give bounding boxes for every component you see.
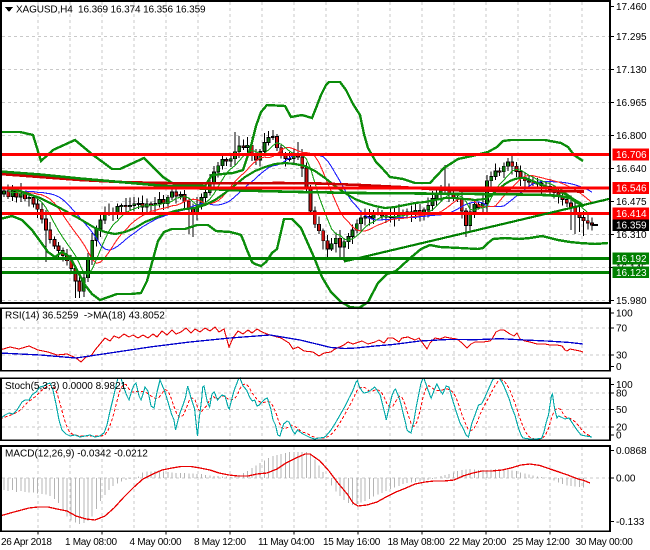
svg-text:25 May 12:00: 25 May 12:00	[513, 537, 571, 548]
svg-text:15 May 16:00: 15 May 16:00	[323, 537, 381, 548]
svg-text:17.460: 17.460	[616, 2, 647, 13]
svg-text:20: 20	[616, 423, 628, 434]
svg-text:22 May 20:00: 22 May 20:00	[449, 537, 507, 548]
svg-text:0: 0	[616, 362, 622, 373]
svg-text:16.475: 16.475	[616, 197, 647, 208]
svg-text:8 May 12:00: 8 May 12:00	[194, 537, 246, 548]
svg-text:1 May 08:00: 1 May 08:00	[65, 537, 117, 548]
svg-text:70: 70	[616, 324, 628, 335]
svg-text:Stoch(5,3,3) 0.0000 8.9821: Stoch(5,3,3) 0.0000 8.9821	[5, 381, 127, 392]
svg-text:-0.133: -0.133	[616, 517, 645, 528]
svg-text:RSI(14) 36.5259 ->MA(18) 43.8: RSI(14) 36.5259 ->MA(18) 43.8052	[5, 311, 165, 322]
svg-text:16.800: 16.800	[616, 131, 647, 142]
svg-text:MACD(12,26,9) -0.0342 -0.0212: MACD(12,26,9) -0.0342 -0.0212	[5, 449, 148, 460]
svg-text:17.295: 17.295	[616, 32, 647, 43]
svg-text:16.706: 16.706	[616, 150, 647, 161]
svg-text:80: 80	[616, 388, 628, 399]
svg-text:0.00: 0.00	[616, 474, 636, 485]
svg-text:16.123: 16.123	[616, 268, 647, 279]
svg-text:11 May 04:00: 11 May 04:00	[258, 537, 315, 548]
svg-text:16.546: 16.546	[616, 184, 647, 195]
svg-text:30: 30	[616, 350, 628, 361]
svg-text:0.0868: 0.0868	[616, 446, 647, 457]
svg-text:18 May 08:00: 18 May 08:00	[388, 537, 446, 548]
svg-text:16.310: 16.310	[616, 230, 647, 241]
svg-text:16.359: 16.359	[616, 221, 647, 232]
svg-text:50: 50	[616, 405, 628, 416]
svg-text:16.192: 16.192	[616, 254, 647, 265]
svg-text:100: 100	[616, 308, 633, 319]
svg-text:16.414: 16.414	[616, 209, 647, 220]
svg-text:16.965: 16.965	[616, 98, 647, 109]
svg-text:17.130: 17.130	[616, 65, 647, 76]
svg-text:100: 100	[616, 380, 633, 391]
svg-text:XAGUSD,H4 16.369 16.374 16.35: XAGUSD,H4 16.369 16.374 16.356 16.359	[16, 5, 206, 16]
svg-text:4 May 00:00: 4 May 00:00	[130, 537, 182, 548]
svg-text:26 Apr 2018: 26 Apr 2018	[1, 537, 52, 548]
svg-text:16.640: 16.640	[616, 164, 647, 175]
svg-text:15.980: 15.980	[616, 296, 647, 307]
svg-text:30 May 00:00: 30 May 00:00	[576, 537, 634, 548]
svg-text:0: 0	[616, 430, 622, 441]
